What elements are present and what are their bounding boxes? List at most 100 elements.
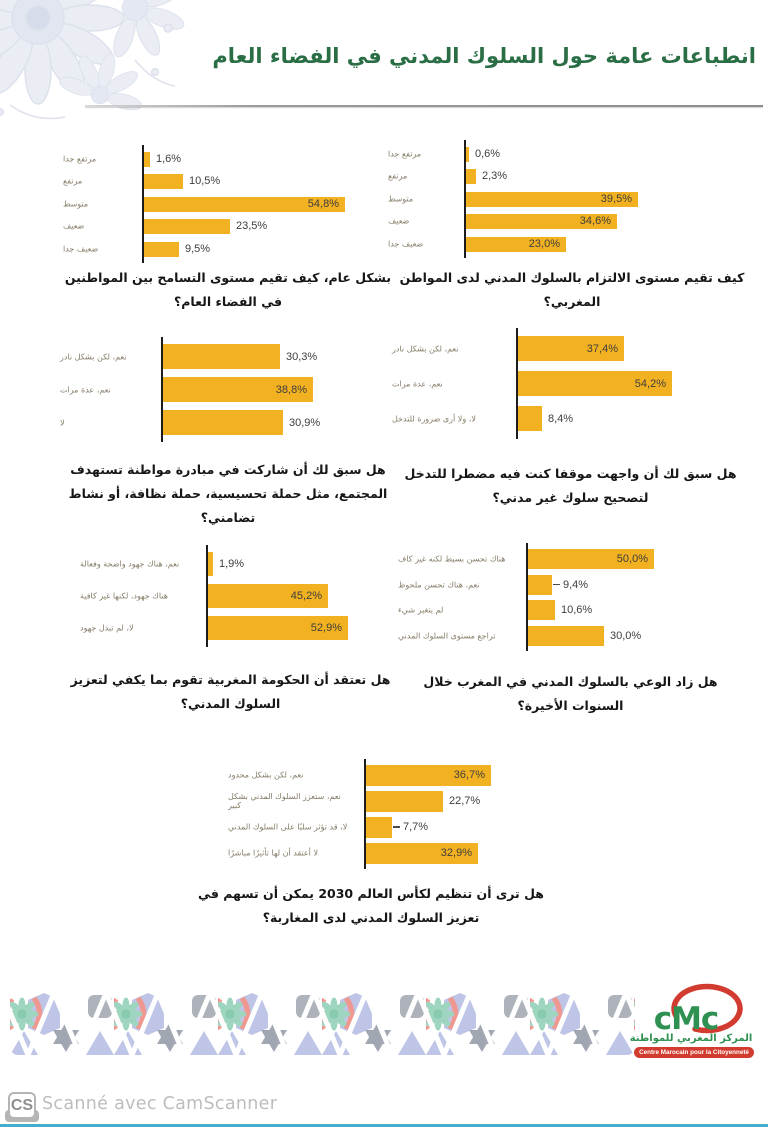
value-label: 2,3% — [482, 170, 508, 183]
category-label: نعم، لكن بشكل نادر — [392, 343, 459, 353]
category-label: مرتفع — [63, 176, 83, 186]
value-label: 30,3% — [286, 350, 318, 363]
chart-row: مرتفع 10,5% — [63, 170, 406, 192]
value-label: 39,5% — [600, 193, 632, 206]
value-leader-line — [553, 583, 560, 586]
chart-axis — [364, 759, 366, 869]
chart-axis — [464, 140, 466, 258]
category-label: نعم، لكن بشكل نادر — [60, 351, 127, 361]
chart-row: متوسط 39,5% — [388, 188, 746, 210]
category-label: ضعيف جدا — [63, 244, 99, 254]
value-label: 23,5% — [236, 220, 268, 233]
value-label: 52,9% — [310, 622, 342, 634]
category-label: نعم، هناك تحسن ملحوظ — [398, 580, 480, 590]
title-divider-line — [85, 105, 763, 107]
zellige-pattern-band — [10, 993, 635, 1055]
category-label: متوسط — [388, 194, 414, 204]
bar — [466, 236, 566, 252]
value-label: 38,8% — [275, 383, 307, 396]
bar — [144, 241, 179, 257]
chart-row: نعم، ستعزز السلوك المدني بشكل كبير 22,7% — [228, 788, 584, 814]
bar — [144, 173, 183, 189]
chart-row: نعم، هناك تحسن ملحوظ 9,4% — [398, 572, 746, 598]
chart-question-government: هل تعتقد أن الحكومة المغربية تقوم بما يك… — [70, 672, 391, 711]
chart-axis — [142, 145, 144, 263]
chart-axis — [161, 337, 163, 442]
bar — [466, 168, 476, 184]
bar — [163, 377, 313, 402]
chart-initiative: نعم، لكن بشكل نادر 30,3% نعم، عدة مرات 38,8… — [60, 337, 403, 442]
chart-government: نعم، هناك جهود واضحة وفعالة 1,9% هناك جهود… — [80, 545, 424, 647]
cmc-logo-arabic-name: المركز المغربي للمواطنة — [629, 1033, 753, 1044]
value-label: 34,6% — [579, 215, 611, 228]
category-label: مرتفع جدا — [63, 154, 97, 164]
category-label: نعم، عدة مرات — [60, 384, 111, 394]
chart-row: متوسط 54,8% — [63, 193, 406, 215]
value-label: 36,7% — [453, 769, 485, 781]
chart-axis — [206, 545, 208, 647]
chart-tolerance: مرتفع جدا 1,6% مرتفع 10,5% متوسط 54,8% ضعيف 23,… — [63, 145, 406, 263]
chart-row: ضعيف 23,5% — [63, 215, 406, 237]
category-label: هناك تحسن بسيط لكنه غير كاف — [398, 554, 506, 564]
value-label: 50,0% — [616, 552, 648, 565]
cmc-logo-acronym: cMc — [653, 1001, 720, 1037]
chart-row: ضعيف 34,6% — [388, 210, 746, 232]
bar — [518, 371, 672, 396]
category-label: لم يتغير شيء — [398, 605, 444, 615]
chart-row: ضعيف جدا 23,0% — [388, 233, 746, 255]
bar — [163, 344, 280, 369]
chart-axis — [516, 328, 518, 439]
bar — [366, 764, 491, 786]
bar — [466, 213, 617, 229]
bar — [208, 616, 348, 640]
chart-question-commitment: كيف تقيم مستوى الالتزام بالسلوك المدني ل… — [399, 270, 745, 309]
chart-worldcup: نعم، لكن بشكل محدود 36,7% نعم، ستعزز السلو… — [228, 759, 584, 869]
chart-row: ضعيف جدا 9,5% — [63, 238, 406, 260]
bar — [144, 196, 345, 212]
chart-intervention: نعم، لكن بشكل نادر 37,4% نعم، عدة مرات 54,2… — [392, 328, 748, 439]
chart-awareness: هناك تحسن بسيط لكنه غير كاف 50,0% نعم، هنا… — [398, 543, 746, 651]
bar — [528, 625, 604, 646]
chart-row: تراجع مستوى السلوك المدني 30,0% — [398, 623, 746, 649]
value-label: 32,9% — [440, 847, 472, 859]
category-label: لا، لم تبذل جهود — [80, 623, 134, 633]
chart-row: نعم، عدة مرات 54,2% — [392, 366, 748, 401]
bar — [366, 790, 443, 812]
category-label: نعم، عدة مرات — [392, 378, 443, 388]
camscanner-watermark-text: Scanné avec CamScanner — [42, 1094, 278, 1114]
value-label: 23,0% — [528, 238, 560, 251]
value-leader-line — [393, 826, 400, 828]
category-label: ضعيف — [388, 216, 410, 226]
bar — [208, 584, 328, 608]
page-title: انطباعات عامة حول السلوك المدني في الفضا… — [212, 44, 756, 68]
bar — [208, 552, 213, 576]
value-label: 37,4% — [586, 342, 618, 355]
value-label: 22,7% — [449, 795, 481, 807]
cmc-logo: cMc المركز المغربي للمواطنة Centre Maroc… — [628, 983, 764, 1059]
category-label: متوسط — [63, 199, 89, 209]
chart-commitment: مرتفع جدا 0,6% مرتفع 2,3% متوسط 39,5% ضعيف 34,6… — [388, 140, 746, 258]
category-label: لا أعتقد أن لها تأثيرًا مباشرًا — [228, 848, 319, 858]
value-label: 9,4% — [563, 578, 589, 591]
category-label: تراجع مستوى السلوك المدني — [398, 631, 496, 641]
chart-row: لا أعتقد أن لها تأثيرًا مباشرًا 32,9% — [228, 840, 584, 866]
chart-question-tolerance: بشكل عام، كيف تقيم مستوى التسامح بين الم… — [64, 270, 392, 309]
chart-row: لا، قد تؤثر سلبًا على السلوك المدني 7,7% — [228, 814, 584, 840]
category-label: ضعيف جدا — [388, 239, 424, 249]
bar — [466, 191, 638, 207]
chart-row: لا 30,9% — [60, 406, 403, 439]
chart-row: نعم، لكن بشكل نادر 30,3% — [60, 340, 403, 373]
camscanner-cs-badge-icon: CS — [8, 1092, 36, 1119]
bottom-edge-line — [0, 1124, 768, 1127]
category-label: ضعيف — [63, 221, 85, 231]
category-label: نعم، لكن بشكل محدود — [228, 770, 304, 780]
bar — [144, 151, 150, 167]
bar — [518, 406, 542, 431]
chart-question-initiative: هل سبق لك أن شاركت في مبادرة مواطنة تسته… — [68, 462, 388, 525]
chart-row: نعم، عدة مرات 38,8% — [60, 373, 403, 406]
category-label: هناك جهود، لكنها غير كافية — [80, 591, 168, 601]
bar — [518, 336, 624, 361]
chart-question-worldcup: هل ترى أن تنظيم لكأس العالم 2030 يمكن أن… — [198, 886, 544, 925]
value-label: 30,0% — [610, 629, 642, 642]
chart-row: لم يتغير شيء 10,6% — [398, 597, 746, 623]
